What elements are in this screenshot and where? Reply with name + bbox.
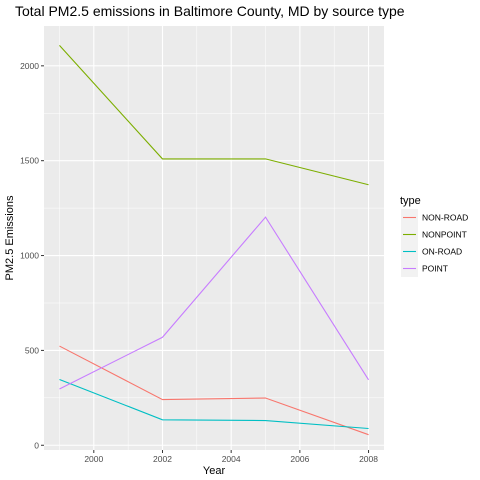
series-line-nonpoint	[59, 45, 369, 186]
legend-label: NON-ROAD	[422, 213, 468, 223]
legend-title: type	[400, 195, 421, 207]
legend-item-non-road: NON-ROAD	[401, 209, 468, 226]
series-line-point	[59, 216, 370, 390]
x-tick-label: 2006	[290, 454, 309, 464]
legend-label: NONPOINT	[422, 230, 467, 240]
x-tick-label: 2008	[359, 454, 378, 464]
legend-item-nonpoint: NONPOINT	[401, 226, 467, 243]
legend-label: ON-ROAD	[422, 247, 462, 257]
y-tick-label: 500	[25, 345, 39, 355]
y-tick-label: 1500	[20, 156, 39, 166]
x-axis: 2000 2002 2004 2006 2008	[84, 450, 378, 464]
x-tick-label: 2002	[153, 454, 172, 464]
x-axis-title: Year	[203, 465, 226, 477]
minor-gridlines	[44, 26, 384, 450]
series-lines	[59, 45, 370, 436]
y-tick-label: 1000	[20, 251, 39, 261]
y-tick-label: 2000	[20, 61, 39, 71]
legend-label: POINT	[422, 264, 448, 274]
chart-title: Total PM2.5 emissions in Baltimore Count…	[15, 3, 405, 19]
plot-panel	[44, 26, 384, 450]
series-line-non-road	[59, 345, 369, 436]
y-axis: 0 500 1000 1500 2000	[20, 61, 44, 450]
x-tick-label: 2004	[222, 454, 241, 464]
series-line-on-road	[59, 378, 369, 430]
major-gridlines	[44, 26, 384, 450]
legend-items: NON-ROAD NONPOINT ON-ROAD POINT	[401, 209, 468, 277]
y-tick-label: 0	[34, 440, 39, 450]
legend-item-point: POINT	[401, 260, 448, 277]
x-tick-label: 2000	[84, 454, 103, 464]
legend-item-on-road: ON-ROAD	[401, 243, 462, 260]
y-axis-title: PM2.5 Emissions	[4, 195, 16, 280]
legend: type NON-ROAD NONPOINT ON-ROAD POINT	[400, 195, 468, 277]
